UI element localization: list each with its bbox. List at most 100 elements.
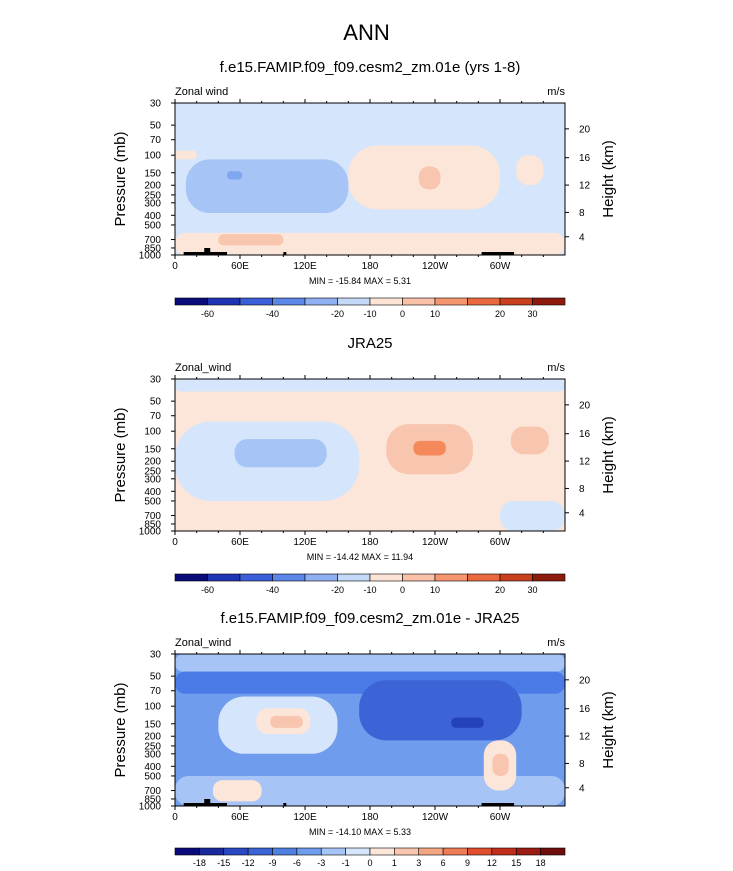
colorbar-swatch (320, 847, 346, 856)
contour-region (413, 440, 446, 456)
colorbar-tick-label: 10 (430, 585, 440, 595)
y-tick-label: 30 (150, 650, 162, 661)
y-tick-label: 1000 (139, 802, 162, 813)
contour-region (218, 234, 284, 246)
colorbar-swatch (540, 847, 566, 856)
colorbar-swatch (174, 573, 208, 582)
x-tick-label: 60W (490, 812, 511, 823)
colorbar-tick-label: -12 (242, 858, 255, 868)
height-tick-label: 12 (579, 732, 591, 743)
colorbar-swatch (337, 573, 371, 582)
x-tick-label: 120W (422, 812, 449, 823)
x-tick-label: 120W (422, 261, 449, 272)
contour-region (359, 680, 522, 741)
colorbar-tick-label: -15 (217, 858, 230, 868)
y-tick-label: 400 (144, 487, 161, 498)
colorbar-swatch (369, 573, 403, 582)
x-tick-label: 180 (362, 261, 379, 272)
colorbar-tick-label: -40 (266, 585, 279, 595)
contour-region (516, 155, 544, 186)
y-tick-label: 30 (150, 99, 162, 110)
y-tick-label: 250 (144, 741, 161, 752)
contour-region (234, 439, 327, 468)
min-max-label: MIN = -15.84 MAX = 5.31 (309, 276, 411, 286)
x-tick-label: 60E (231, 261, 249, 272)
colorbar-swatch (296, 847, 322, 856)
colorbar-tick-label: -20 (331, 585, 344, 595)
y-tick-label: 700 (144, 511, 161, 522)
contour-region (270, 715, 303, 728)
colorbar-swatch (239, 573, 273, 582)
colorbar-swatch (418, 847, 444, 856)
y-tick-label: 850 (144, 243, 161, 254)
colorbar-tick-label: 18 (536, 858, 546, 868)
height-tick-label: 20 (579, 400, 591, 411)
height-tick-label: 16 (579, 704, 591, 715)
y-tick-label: 30 (150, 375, 162, 386)
colorbar-swatch (402, 573, 436, 582)
y-axis-title: Pressure (mb) (112, 682, 129, 777)
colorbar-tick-label: 20 (495, 309, 505, 319)
colorbar-swatch (223, 847, 249, 856)
y-tick-label: 50 (150, 397, 162, 408)
right-axis-title: Height (km) (600, 691, 617, 769)
x-tick-label: 0 (172, 812, 178, 823)
contour-field (175, 654, 565, 806)
min-max-label: MIN = -14.42 MAX = 11.94 (307, 552, 413, 562)
colorbar-swatch (434, 297, 468, 306)
variable-label: Zonal_wind (175, 362, 231, 374)
x-tick-label: 0 (172, 261, 178, 272)
height-tick-label: 8 (579, 759, 585, 770)
height-tick-label: 4 (579, 783, 585, 794)
colorbar-swatch (499, 573, 533, 582)
colorbar-swatch (499, 297, 533, 306)
x-tick-label: 60E (231, 537, 249, 548)
y-tick-label: 70 (150, 686, 162, 697)
colorbar-swatch (369, 297, 403, 306)
panel-title: f.e15.FAMIP.f09_f09.cesm2_zm.01e - JRA25 (220, 610, 519, 627)
colorbar-swatch (532, 573, 566, 582)
y-tick-label: 300 (144, 749, 161, 760)
y-tick-label: 150 (144, 444, 161, 455)
height-tick-label: 12 (579, 181, 591, 192)
colorbar-swatch (174, 297, 208, 306)
colorbar-tick-label: 12 (487, 858, 497, 868)
y-tick-label: 200 (144, 732, 161, 743)
colorbar-swatch (247, 847, 273, 856)
colorbar-tick-label: 20 (495, 585, 505, 595)
colorbar-swatch (532, 297, 566, 306)
colorbar-swatch (207, 573, 241, 582)
colorbar-swatch (304, 297, 338, 306)
contour-region (418, 166, 441, 190)
contour-region (212, 780, 262, 802)
y-tick-label: 500 (144, 771, 161, 782)
y-tick-label: 250 (144, 466, 161, 477)
height-tick-label: 20 (579, 124, 591, 135)
x-tick-label: 120W (422, 537, 449, 548)
y-tick-label: 850 (144, 794, 161, 805)
panel-title: JRA25 (347, 335, 392, 352)
height-tick-label: 16 (579, 429, 591, 440)
x-tick-label: 180 (362, 812, 379, 823)
colorbar-swatch (272, 573, 306, 582)
height-tick-label: 20 (579, 675, 591, 686)
y-tick-label: 100 (144, 151, 161, 162)
y-tick-label: 1000 (139, 527, 162, 538)
colorbar-swatch (402, 297, 436, 306)
topography-mask (481, 252, 515, 255)
colorbar-swatch (369, 847, 395, 856)
y-tick-label: 100 (144, 702, 161, 713)
topography-mask (283, 803, 287, 806)
x-tick-label: 120E (293, 261, 317, 272)
y-tick-label: 70 (150, 411, 162, 422)
right-axis-title: Height (km) (600, 140, 617, 218)
colorbar-swatch (515, 847, 541, 856)
height-tick-label: 8 (579, 208, 585, 219)
colorbar-tick-label: -10 (363, 585, 376, 595)
y-tick-label: 700 (144, 235, 161, 246)
colorbar-swatch (272, 847, 298, 856)
y-tick-label: 150 (144, 168, 161, 179)
colorbar-swatch (345, 847, 371, 856)
colorbar-swatch (199, 847, 225, 856)
colorbar-swatch (207, 297, 241, 306)
